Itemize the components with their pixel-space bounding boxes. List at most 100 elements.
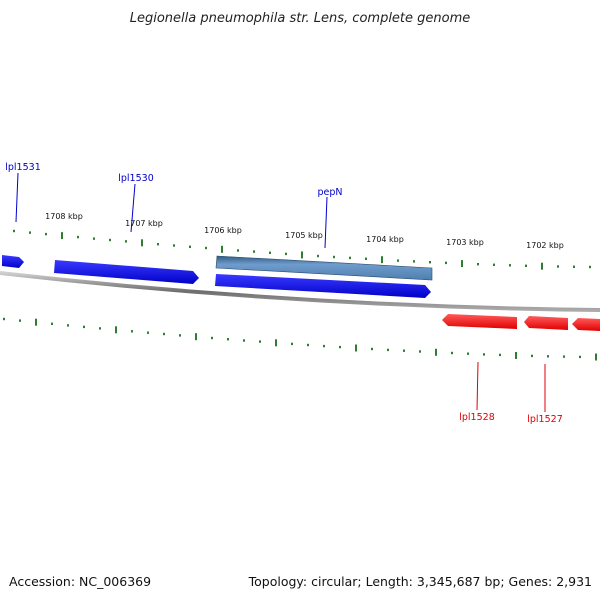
- bottom-minor-tick: [403, 349, 405, 352]
- top-minor-tick: [269, 251, 271, 254]
- reverse-strand-genes: [442, 314, 600, 331]
- gene-label-pepN[interactable]: pepN: [317, 187, 342, 198]
- top-minor-tick: [349, 256, 351, 260]
- top-major-tick: [461, 260, 463, 268]
- top-minor-tick: [285, 252, 287, 256]
- top-major-tick: [301, 251, 303, 259]
- bottom-minor-tick: [131, 330, 133, 333]
- forward-strand-genes: [2, 255, 433, 298]
- top-minor-tick: [557, 265, 559, 268]
- top-minor-tick: [189, 245, 191, 248]
- accession-text: Accession: NC_006369: [9, 574, 151, 589]
- bottom-minor-tick: [579, 355, 581, 359]
- bottom-minor-tick: [451, 351, 453, 355]
- bottom-major-tick: [515, 352, 517, 359]
- gene-label-lpl1528[interactable]: lpl1528: [459, 412, 495, 423]
- top-minor-tick: [397, 259, 399, 262]
- top-minor-tick: [13, 229, 15, 233]
- bottom-minor-tick: [371, 347, 373, 351]
- gene-label-lpl1527[interactable]: lpl1527: [527, 414, 563, 425]
- bottom-minor-tick: [419, 350, 421, 353]
- bottom-major-tick: [355, 344, 357, 352]
- top-major-tick: [541, 262, 543, 270]
- top-minor-tick: [45, 232, 47, 236]
- bottom-minor-tick: [227, 338, 229, 341]
- top-minor-tick: [445, 261, 447, 265]
- bottom-minor-tick: [547, 355, 549, 358]
- bottom-minor-tick: [531, 354, 533, 358]
- bottom-major-tick: [115, 326, 117, 334]
- bottom-minor-tick: [323, 344, 325, 348]
- bottom-major-tick: [35, 318, 37, 326]
- top-minor-tick: [525, 264, 527, 267]
- bottom-minor-tick: [563, 355, 565, 358]
- scale-label-1707: 1707 kbp: [125, 219, 163, 228]
- bottom-minor-tick: [51, 322, 53, 325]
- bottom-minor-tick: [99, 327, 101, 330]
- top-minor-tick: [253, 250, 255, 253]
- top-minor-tick: [125, 240, 127, 243]
- bottom-minor-tick: [147, 331, 149, 334]
- gene-forward-unlabeled[interactable]: [215, 274, 431, 298]
- gene-label-lpl1531[interactable]: lpl1531: [5, 162, 41, 173]
- leader-lpl1531: [15, 172, 19, 223]
- bottom-minor-tick: [307, 343, 309, 347]
- bottom-major-tick: [195, 333, 197, 341]
- top-major-tick: [61, 232, 63, 240]
- bottom-minor-tick: [83, 325, 85, 329]
- top-minor-tick: [205, 246, 207, 250]
- top-minor-tick: [93, 237, 95, 240]
- top-minor-tick: [429, 261, 431, 264]
- gene-lpl1530[interactable]: [54, 260, 199, 284]
- genome-backbone: [0, 271, 600, 312]
- top-minor-tick: [365, 257, 367, 260]
- gene-label-lpl1530[interactable]: lpl1530: [118, 173, 154, 184]
- bottom-minor-tick: [211, 336, 213, 340]
- top-minor-tick: [237, 249, 239, 252]
- top-minor-tick: [413, 260, 415, 263]
- scale-labels: 1708 kbp 1707 kbp 1706 kbp 1705 kbp 1704…: [45, 212, 564, 250]
- gene-leader-lines: [15, 172, 546, 412]
- top-minor-tick: [29, 231, 31, 234]
- top-minor-tick: [157, 243, 159, 246]
- top-minor-tick: [173, 244, 175, 247]
- scale-label-1702: 1702 kbp: [526, 241, 564, 250]
- bottom-minor-tick: [387, 348, 389, 352]
- bottom-minor-tick: [179, 334, 181, 337]
- gene-pepN[interactable]: [215, 255, 433, 281]
- map-title: Legionella pneumophila str. Lens, comple…: [130, 11, 471, 26]
- top-minor-tick: [493, 263, 495, 266]
- bottom-minor-tick: [339, 345, 341, 349]
- bottom-major-tick: [275, 339, 277, 347]
- gene-labels: lpl1531 lpl1530 pepN lpl1528 lpl1527: [5, 162, 563, 425]
- bottom-major-tick: [595, 353, 597, 361]
- gene-lpl1528[interactable]: [442, 314, 517, 329]
- bottom-minor-tick: [67, 324, 69, 327]
- top-minor-tick: [333, 255, 335, 259]
- bottom-minor-tick: [499, 353, 501, 357]
- top-minor-tick: [573, 265, 575, 268]
- top-minor-tick: [509, 264, 511, 267]
- bottom-minor-tick: [483, 353, 485, 356]
- bottom-minor-tick: [467, 352, 469, 355]
- bottom-minor-tick: [19, 319, 21, 322]
- scale-label-1706: 1706 kbp: [204, 226, 242, 235]
- top-minor-tick: [109, 238, 111, 242]
- bottom-minor-tick: [243, 339, 245, 342]
- scale-label-1704: 1704 kbp: [366, 235, 404, 244]
- top-minor-tick: [77, 235, 79, 239]
- genome-summary-text: Topology: circular; Length: 3,345,687 bp…: [248, 574, 592, 589]
- scale-label-1703: 1703 kbp: [446, 238, 484, 247]
- top-minor-tick: [589, 265, 591, 269]
- leader-pepN: [324, 196, 328, 249]
- top-major-tick: [381, 256, 383, 264]
- scale-ticks-top: [13, 229, 591, 270]
- bottom-minor-tick: [259, 340, 261, 343]
- gene-reverse-partial[interactable]: [572, 318, 600, 331]
- bottom-minor-tick: [163, 332, 165, 336]
- scale-ticks-bottom: [3, 317, 597, 361]
- gene-lpl1531[interactable]: [2, 255, 24, 268]
- top-minor-tick: [477, 263, 479, 266]
- gene-lpl1527[interactable]: [524, 316, 568, 330]
